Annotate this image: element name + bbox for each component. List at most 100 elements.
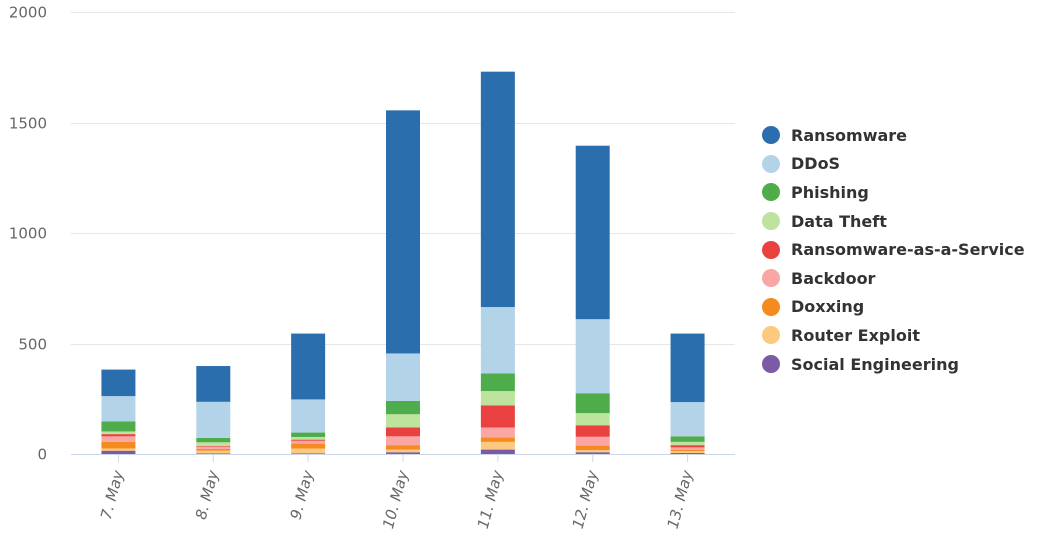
bar-segment-backdoor-4[interactable] [386,436,420,446]
legend-swatch [762,326,780,345]
legend-swatch [762,240,780,259]
bar-segment-ransomware-as-a-service-5[interactable] [480,405,515,428]
legend-swatch [762,126,780,145]
legend-item-ransomware-as-a-service[interactable]: Ransomware-as-a-Service [762,235,1034,264]
bar-segment-phishing-4[interactable] [386,400,420,415]
x-tick-label: 12. May [569,467,602,530]
bar-segment-social-engineering-5[interactable] [480,449,515,454]
bar-segment-ddos-7[interactable] [670,402,705,437]
x-tick-label: 7. May [97,467,128,521]
bar-segment-phishing-2[interactable] [196,437,231,443]
bar-segment-ddos-3[interactable] [291,399,326,433]
stacked-bar-chart: 0 500 1000 1500 2000 7. May 8. May 9. May 10. Ma… [9,4,735,531]
bar-segment-social-engineering-4[interactable] [386,452,420,454]
legend-swatch [762,355,780,374]
legend-item-social-engineering[interactable]: Social Engineering [762,350,1034,379]
y-tick-label: 500 [18,336,47,354]
bar-segment-ddos-4[interactable] [386,353,420,401]
bar-segment-data-theft-1[interactable] [101,431,136,435]
bar-segment-doxxing-5[interactable] [480,437,515,442]
bar-segment-ransomware-3[interactable] [291,333,326,400]
bar-segment-ransomware-6[interactable] [575,145,610,320]
bar-segment-data-theft-5[interactable] [480,391,515,406]
bar-segment-ransomware-as-a-service-3[interactable] [291,439,326,441]
bar-segment-doxxing-7[interactable] [670,450,705,452]
bar-segment-backdoor-2[interactable] [196,446,231,449]
legend-label: Phishing [791,182,869,202]
bar-segment-data-theft-3[interactable] [291,436,326,440]
bar-segment-ddos-6[interactable] [575,319,610,394]
legend-label: DDoS [791,154,841,174]
bar-segment-doxxing-4[interactable] [386,445,420,450]
bar-segment-ddos-1[interactable] [101,396,136,422]
legend-label: Ransomware-as-a-Service [791,240,1025,260]
bar-segment-router-exploit-3[interactable] [291,448,326,454]
bar-segment-ransomware-as-a-service-7[interactable] [670,445,705,448]
bar-segment-ransomware-as-a-service-4[interactable] [386,427,420,437]
legend-label: Router Exploit [791,325,920,345]
legend-item-ddos[interactable]: DDoS [762,150,1034,179]
bar-segment-phishing-7[interactable] [670,436,705,442]
legend-swatch [762,154,780,173]
y-tick-label: 2000 [9,4,47,22]
bar-segment-ransomware-as-a-service-2[interactable] [196,446,231,447]
bar-segment-ransomware-as-a-service-6[interactable] [575,425,610,437]
x-tick-label: 10. May [379,467,412,530]
bar-segment-backdoor-5[interactable] [480,427,515,438]
bar-segment-backdoor-1[interactable] [101,436,136,442]
bar-segment-social-engineering-7[interactable] [670,452,705,454]
bar-segment-ransomware-2[interactable] [196,366,231,402]
x-tick-label: 13. May [664,467,697,530]
bar-segment-doxxing-2[interactable] [196,448,231,451]
legend-swatch [762,269,780,288]
bar-segment-phishing-1[interactable] [101,421,136,432]
legend-item-data-theft[interactable]: Data Theft [762,207,1034,236]
bar-segment-social-engineering-3[interactable] [291,453,326,454]
legend-swatch [762,212,780,231]
bar-segment-phishing-6[interactable] [575,393,610,414]
bar-segment-doxxing-3[interactable] [291,443,326,449]
bar-segment-social-engineering-2[interactable] [196,453,231,454]
legend-item-backdoor[interactable]: Backdoor [762,264,1034,293]
bar-segment-doxxing-6[interactable] [575,445,610,451]
bar-segment-ransomware-1[interactable] [101,369,136,397]
legend-label: Data Theft [791,211,887,231]
legend-label: Backdoor [791,268,876,288]
x-tick-label: 8. May [192,467,223,521]
bar-segment-ransomware-as-a-service-1[interactable] [101,434,136,437]
y-tick-label: 1000 [9,225,47,243]
bar-segment-doxxing-1[interactable] [101,441,136,449]
bar-segment-router-exploit-5[interactable] [480,441,515,450]
bar-segment-router-exploit-6[interactable] [575,450,610,453]
bar-segment-data-theft-7[interactable] [670,441,705,446]
bar-segment-data-theft-6[interactable] [575,413,610,426]
bar-segment-backdoor-3[interactable] [291,440,326,444]
legend-label: Doxxing [791,297,865,317]
bar-segment-social-engineering-6[interactable] [575,452,610,454]
y-tick-label: 0 [37,446,47,464]
bar-segment-backdoor-7[interactable] [670,447,705,451]
bar-segment-data-theft-4[interactable] [386,414,420,428]
legend-item-phishing[interactable]: Phishing [762,178,1034,207]
x-tick-label: 9. May [287,467,318,521]
bar-segment-ransomware-5[interactable] [480,71,515,308]
bar-segment-router-exploit-1[interactable] [101,448,136,451]
legend-item-doxxing[interactable]: Doxxing [762,293,1034,322]
bar-segment-ddos-5[interactable] [480,307,515,374]
legend-item-router-exploit[interactable]: Router Exploit [762,321,1034,350]
bar-segment-social-engineering-1[interactable] [101,450,136,454]
bar-segment-router-exploit-4[interactable] [386,449,420,453]
legend-item-ransomware[interactable]: Ransomware [762,121,1034,150]
legend-label: Social Engineering [791,354,959,374]
bar-segment-router-exploit-2[interactable] [196,450,231,454]
bar-segment-phishing-5[interactable] [480,373,515,392]
x-tick-label: 11. May [474,467,507,530]
bar-segment-ransomware-7[interactable] [670,333,705,403]
bar-segment-router-exploit-7[interactable] [670,451,705,453]
bar-segment-data-theft-2[interactable] [196,442,231,447]
bar-segment-phishing-3[interactable] [291,432,326,437]
legend: Ransomware DDoS Phishing Data Theft Ransomwa… [762,121,1034,378]
bar-segment-ddos-2[interactable] [196,401,231,438]
bar-segment-backdoor-6[interactable] [575,436,610,446]
bar-segment-ransomware-4[interactable] [386,110,420,354]
